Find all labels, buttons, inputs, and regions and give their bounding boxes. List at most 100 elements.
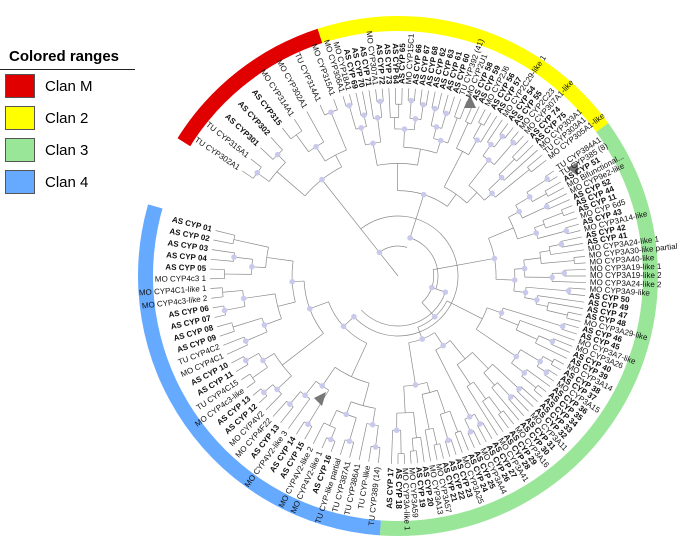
branch [362,91,368,115]
branch [219,330,235,337]
node-marker [412,115,419,122]
branch [547,187,565,197]
branch [210,258,234,262]
branch [235,364,249,372]
branch [307,389,330,425]
node-marker [543,369,550,376]
branch [375,425,379,448]
node-marker [563,228,570,234]
branch [425,427,434,431]
branch [517,232,537,240]
branch [473,123,482,139]
node-marker [407,235,413,241]
branch [547,199,570,210]
branch [495,169,530,198]
node-marker [499,133,506,140]
branch [522,206,547,219]
branch [433,444,438,460]
branch [499,123,509,135]
node-marker [533,230,540,236]
branch [349,417,357,442]
branch [250,158,262,168]
node-marker [445,437,452,444]
branch [488,227,514,239]
branch [424,429,431,462]
branch [226,344,248,355]
branch [532,193,547,202]
branch [355,92,362,116]
branch [409,451,412,464]
branch [210,287,223,289]
branch [273,353,292,377]
branch [516,390,534,407]
node-marker [420,191,427,198]
branch [321,179,380,253]
branch [432,428,438,445]
branch [252,367,268,379]
node-marker [443,110,449,117]
branch [211,249,235,254]
branch [222,290,243,293]
branch [447,193,457,207]
branch [468,139,478,155]
branch [430,108,436,126]
legend-swatch-clan-2 [5,106,35,130]
node-marker [565,288,572,294]
branch [454,116,461,120]
branch [358,423,368,461]
branch [542,212,563,221]
branch [449,410,459,433]
branch [564,269,586,271]
branch [416,450,418,464]
branch [502,307,563,327]
branch [567,230,581,235]
branch [266,257,294,262]
tip-label: AS CYP 64 [391,43,401,84]
branch [276,171,306,197]
node-marker [243,357,249,364]
node-marker [319,176,325,183]
node-marker [289,278,296,285]
branch [477,425,487,443]
node-marker [305,421,311,428]
branch [554,358,565,365]
branch [246,381,256,389]
legend-item-clan-2: Clan 2 [5,102,140,134]
branch [498,414,509,429]
branch [309,301,329,310]
node-marker [491,255,498,262]
node-marker [516,208,522,215]
node-marker [489,190,495,197]
node-marker [507,394,514,400]
branch [315,146,326,162]
tip-label: MO CYP3A59 [407,467,420,518]
branch [526,286,569,292]
branch [304,426,313,440]
branch [329,410,337,426]
node-marker [543,203,550,210]
node-marker [477,421,483,427]
branch [296,421,305,435]
legend-title: Colored ranges [0,42,135,70]
branch [491,387,520,421]
branch [534,223,545,228]
node-marker [374,115,381,121]
branch [488,177,502,190]
branch [565,223,579,229]
branch [419,89,423,105]
node-marker [432,105,438,112]
branch [512,140,529,158]
node-marker [561,270,567,276]
tree-node-markers [221,97,572,450]
node-marker [511,277,518,283]
node-marker [510,139,516,146]
node-marker [274,386,280,393]
tip-label: MO CYP4c3 1 [155,274,207,284]
branch [546,310,568,316]
branch [527,154,543,168]
node-marker [260,357,266,364]
node-marker [412,382,419,388]
branch [537,295,585,303]
branch [446,300,483,320]
branch [272,401,287,417]
